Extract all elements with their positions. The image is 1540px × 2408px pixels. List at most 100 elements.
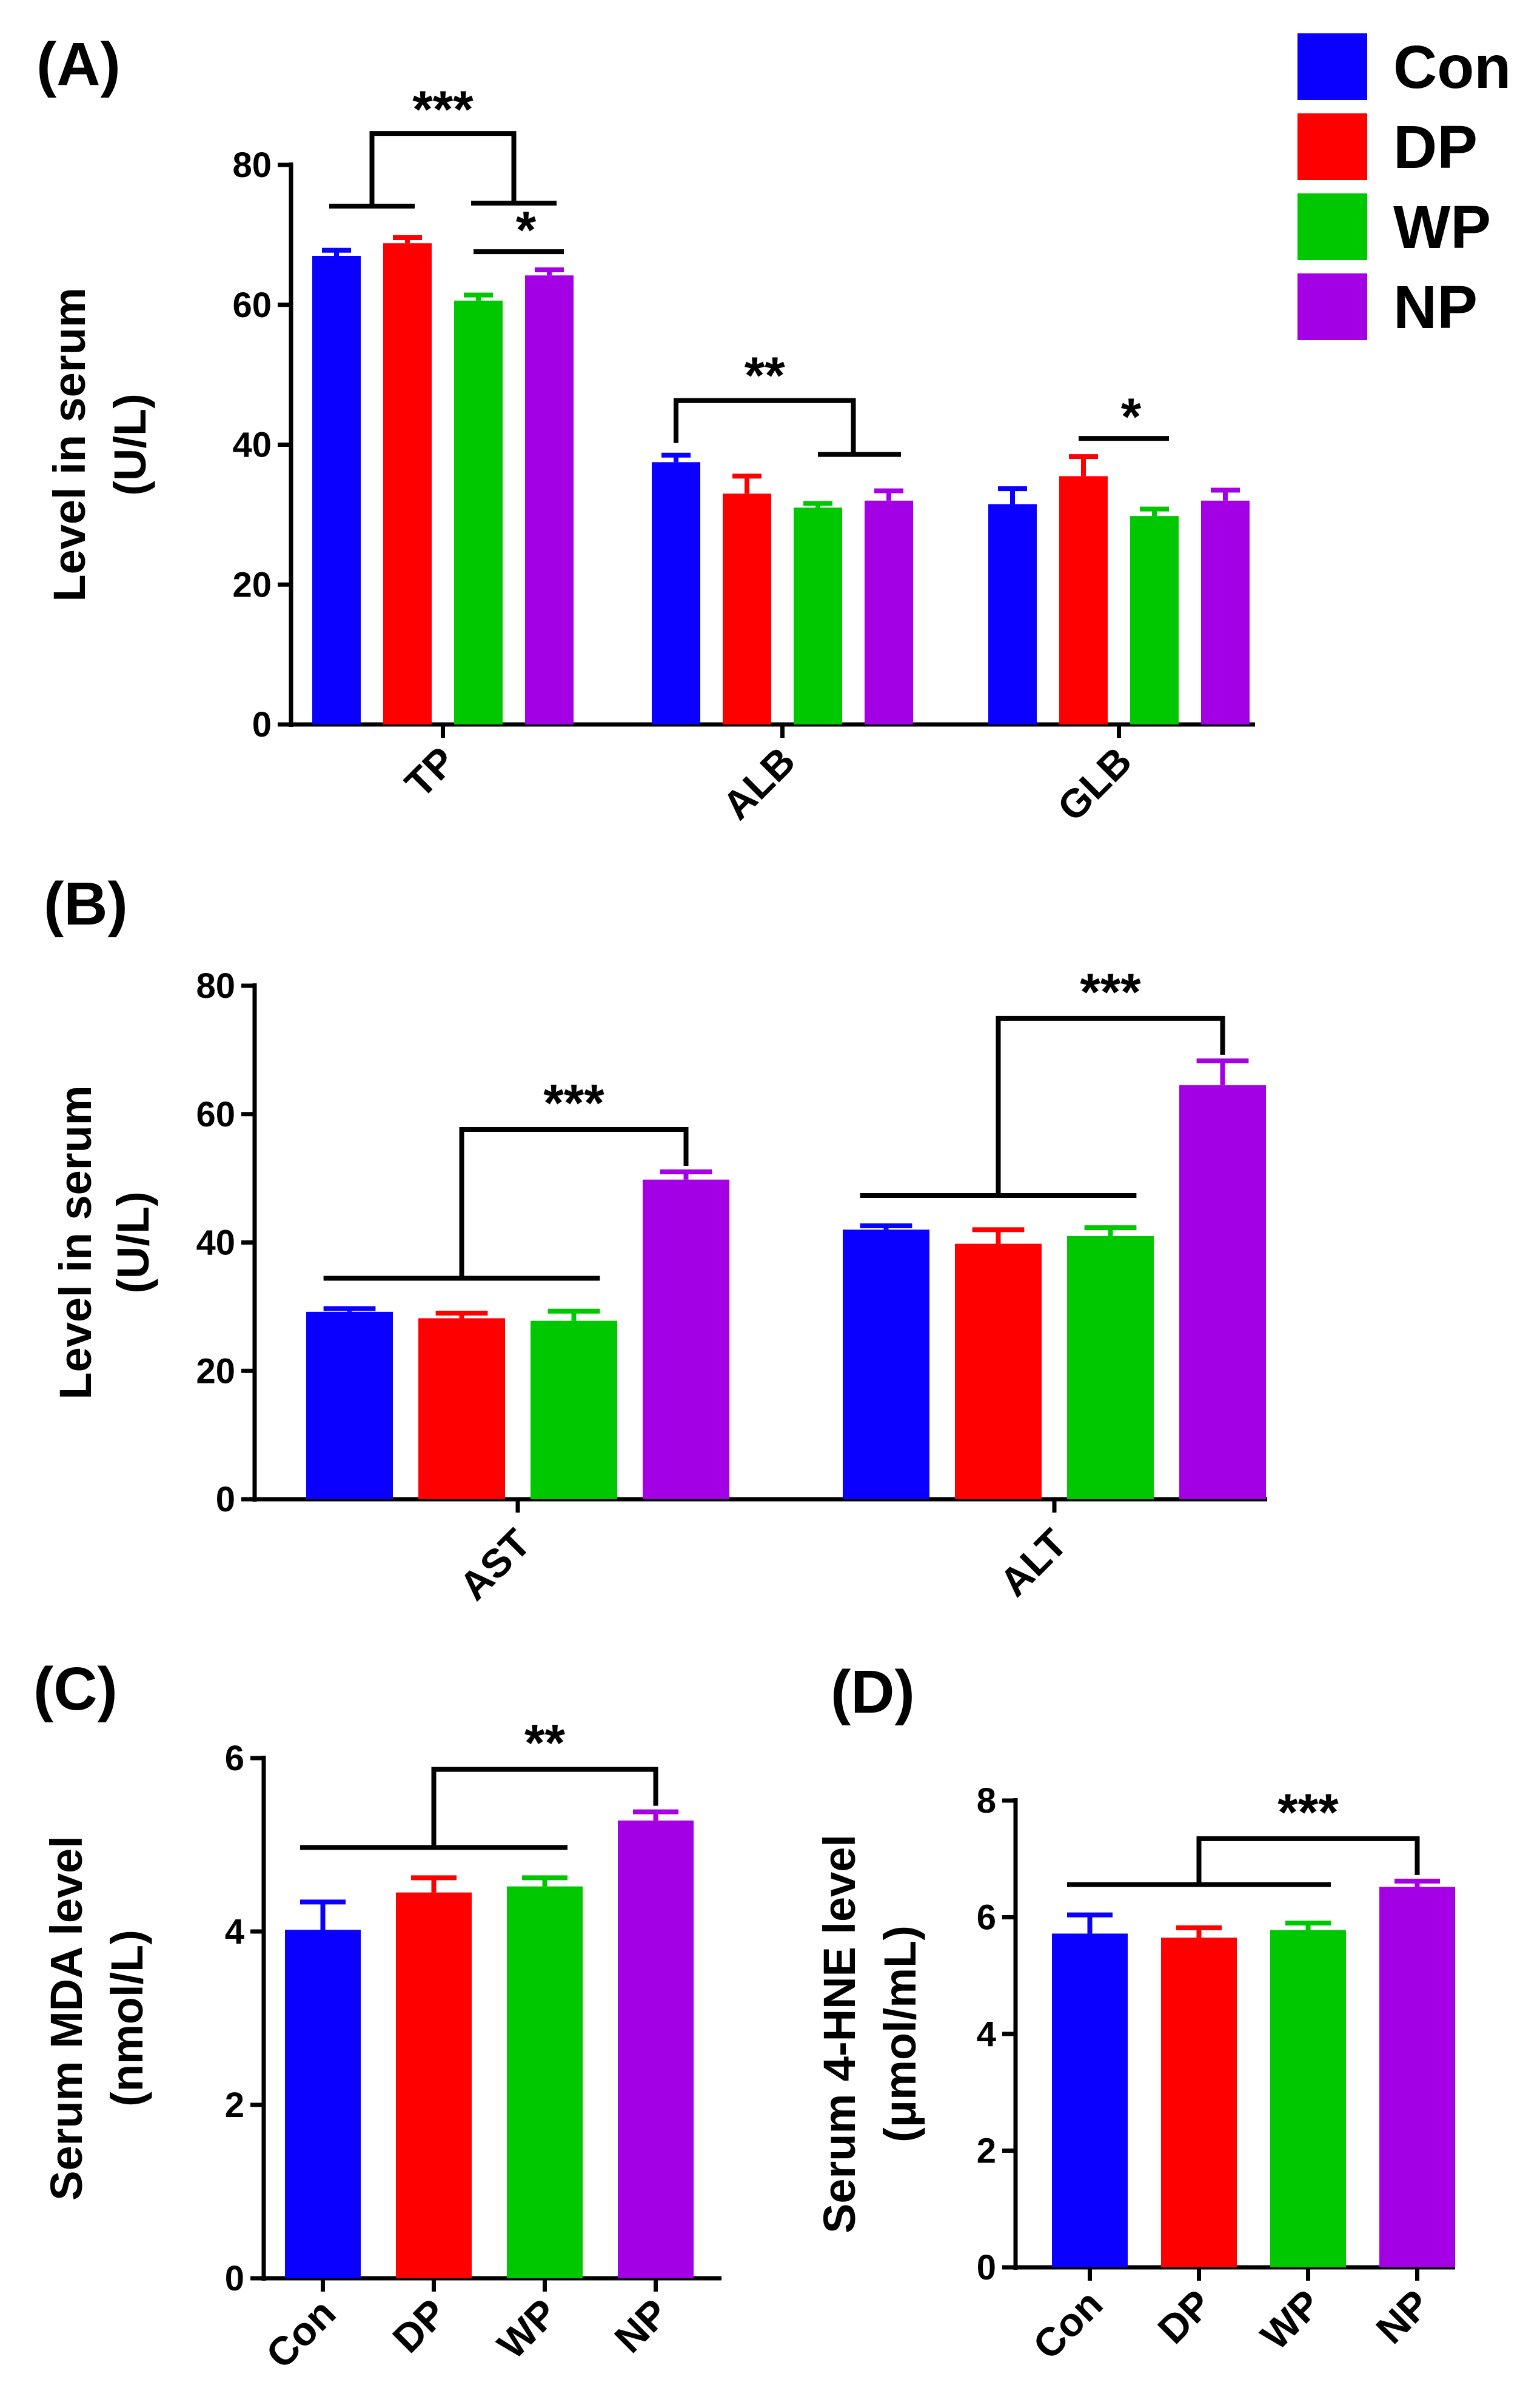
category-label: ALB	[714, 738, 803, 828]
y-tick-label: 2	[225, 2085, 244, 2125]
bar	[507, 1886, 583, 2278]
category-label: ALT	[991, 1520, 1076, 1605]
chart-panel-a: (A) Level in serum (U/L) 0 20 40 60 80 TP ALB GLB *…	[36, 30, 1255, 829]
y-tick-label: 0	[252, 705, 272, 744]
bar	[1130, 516, 1179, 724]
category-label: GLB	[1049, 738, 1140, 830]
legend-swatch	[1297, 193, 1367, 260]
y-tick-label: 40	[232, 426, 272, 465]
bar	[1201, 500, 1250, 724]
panel-label: (D)	[831, 1658, 915, 1726]
bar	[418, 1318, 505, 1499]
significance-label: **	[524, 1714, 565, 1773]
y-tick-label: 60	[232, 286, 272, 325]
bar	[525, 275, 574, 725]
bar	[396, 1892, 472, 2278]
chart-panel-b: (B) Level in serum (U/L) 0 20 40 60 80 AST ALT ***…	[44, 870, 1267, 1608]
bar	[643, 1179, 729, 1499]
bar	[1270, 1930, 1346, 2267]
chart-panel-c: (C) Serum MDA level (nmol/L) 0 2 4 6 Con DP WP NP *…	[33, 1655, 721, 2377]
y-axis-title: Serum 4-HNE level	[814, 1834, 865, 2233]
bar	[1067, 1236, 1154, 1499]
category-label: AST	[450, 1520, 539, 1609]
category-label: NP	[1367, 2281, 1438, 2352]
bar	[312, 255, 361, 724]
category-label: Con	[257, 2290, 344, 2377]
bar	[865, 500, 913, 724]
y-tick-label: 0	[225, 2259, 244, 2298]
significance-bracket	[431, 1767, 658, 1848]
significance-label: *	[516, 201, 537, 259]
legend-label: Con	[1393, 33, 1511, 101]
legend-label: DP	[1393, 113, 1478, 181]
category-label: WP	[489, 2290, 566, 2368]
panel-label: (A)	[36, 30, 121, 98]
legend-swatch	[1297, 33, 1367, 100]
y-tick-label: 2	[977, 2132, 996, 2171]
y-axis-title-unit: (nmol/L)	[102, 1930, 152, 2107]
y-tick-label: 6	[225, 1739, 244, 1778]
legend-label: WP	[1393, 193, 1491, 261]
y-axis-title-unit: (U/L)	[108, 1191, 158, 1294]
y-tick-label: 4	[225, 1912, 244, 1951]
legend-swatch	[1297, 113, 1367, 180]
bar	[843, 1229, 929, 1499]
category-label: DP	[1149, 2281, 1220, 2352]
bar	[454, 300, 503, 724]
legend-swatch	[1297, 273, 1367, 340]
bar	[988, 504, 1037, 724]
significance-bracket	[1196, 1836, 1420, 1885]
significance-label: **	[745, 347, 785, 405]
bar	[306, 1311, 393, 1499]
y-axis-title: Serum MDA level	[41, 1836, 92, 2201]
bar	[955, 1243, 1042, 1499]
significance-label: *	[1121, 388, 1142, 446]
chart-panel-d: (D) Serum 4-HNE level (μmol/mL) 0 2 4 6 8 Con DP W…	[814, 1658, 1455, 2368]
significance-bracket	[369, 131, 517, 206]
y-axis-title: Level in serum	[50, 1085, 101, 1399]
y-tick-label: 8	[977, 1781, 996, 1821]
bar	[1179, 1085, 1266, 1499]
bar	[531, 1320, 617, 1499]
bar	[1059, 476, 1108, 724]
y-tick-label: 80	[196, 966, 235, 1006]
legend: Con DP WP NP	[1297, 33, 1511, 341]
y-tick-label: 0	[977, 2248, 996, 2287]
significance-label: ***	[1080, 963, 1141, 1022]
significance-bracket	[459, 1127, 689, 1279]
panel-label: (C)	[33, 1655, 118, 1723]
y-axis-title-unit: (μmol/mL)	[875, 1925, 925, 2142]
y-tick-label: 60	[196, 1095, 235, 1134]
bar	[723, 493, 771, 724]
significance-label: ***	[1277, 1784, 1339, 1842]
category-label: Con	[1024, 2281, 1111, 2368]
y-tick-label: 20	[196, 1351, 235, 1391]
legend-label: NP	[1393, 273, 1478, 341]
bar	[1379, 1887, 1455, 2267]
bar	[383, 243, 432, 725]
bar	[1052, 1933, 1128, 2267]
significance-bracket	[674, 398, 856, 455]
y-tick-label: 20	[232, 565, 272, 604]
bar	[285, 1930, 361, 2278]
y-axis-title: Level in serum	[44, 287, 95, 601]
y-tick-label: 4	[977, 2015, 996, 2054]
bar	[652, 462, 700, 724]
y-tick-label: 80	[232, 145, 272, 185]
category-label: TP	[396, 738, 464, 806]
y-tick-label: 0	[216, 1480, 235, 1519]
significance-label: ***	[412, 81, 474, 139]
category-label: DP	[384, 2290, 455, 2361]
y-axis-title-unit: (U/L)	[105, 393, 155, 496]
y-tick-label: 6	[977, 1898, 996, 1938]
category-label: NP	[606, 2290, 677, 2361]
y-tick-label: 40	[196, 1223, 235, 1263]
significance-label: ***	[543, 1074, 604, 1132]
bar	[794, 507, 842, 724]
bar	[1161, 1938, 1237, 2267]
bar	[618, 1820, 694, 2278]
significance-bracket	[996, 1015, 1225, 1196]
panel-label: (B)	[44, 870, 128, 938]
category-label: WP	[1252, 2281, 1330, 2359]
